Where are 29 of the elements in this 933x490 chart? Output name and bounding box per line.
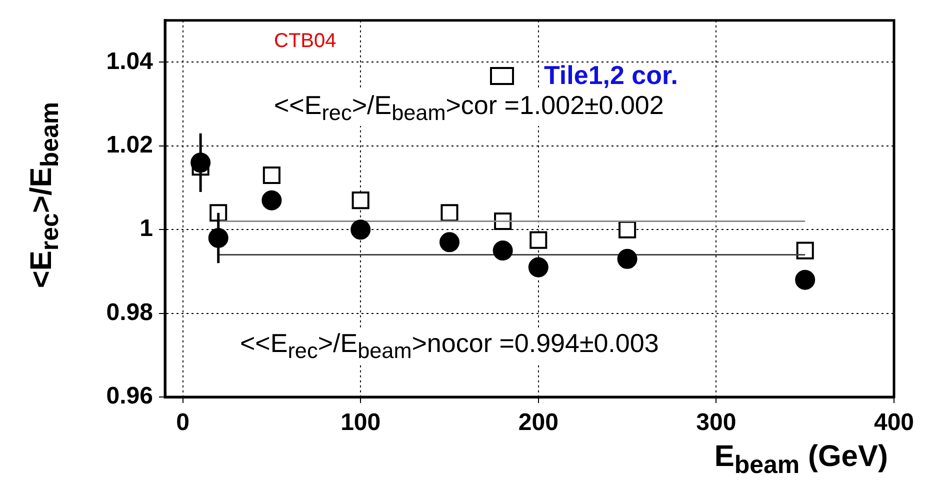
point bbox=[528, 257, 548, 278]
point bbox=[617, 248, 638, 269]
y-tick-label: 1.02 bbox=[106, 132, 153, 159]
point bbox=[439, 232, 460, 252]
point bbox=[352, 192, 370, 210]
annotation: <<E$_{rec}$>/E$_{beam}$>cor =1.002±0.002 bbox=[272, 90, 666, 126]
point bbox=[350, 220, 371, 240]
annotation: CTB04 bbox=[272, 30, 338, 53]
x-tick-label: 100 bbox=[340, 409, 381, 436]
x-axis-title: E$_{beam}$ (GeV) bbox=[714, 440, 888, 480]
y-tick-label: 0.96 bbox=[106, 382, 153, 410]
point bbox=[795, 270, 816, 290]
y-tick-label: 0.98 bbox=[106, 298, 153, 326]
y-tick-label: 1 bbox=[140, 215, 153, 242]
y-tick-label: 1.04 bbox=[106, 48, 154, 75]
point bbox=[492, 240, 513, 261]
x-tick-label: 200 bbox=[518, 409, 558, 436]
x-tick-label: 0 bbox=[176, 409, 190, 436]
point bbox=[262, 190, 282, 210]
point bbox=[440, 204, 458, 222]
point bbox=[210, 204, 228, 222]
point bbox=[262, 166, 280, 184]
x-tick-label: 300 bbox=[696, 409, 736, 436]
point bbox=[796, 242, 814, 260]
annotation: <<E$_{rec}$>/E$_{beam}$>nocor =0.994±0.003 bbox=[238, 328, 661, 364]
legend-label: Tile1,2 cor. bbox=[544, 60, 678, 91]
point bbox=[618, 220, 636, 238]
x-tick-label: 400 bbox=[874, 409, 914, 436]
point bbox=[530, 231, 548, 249]
